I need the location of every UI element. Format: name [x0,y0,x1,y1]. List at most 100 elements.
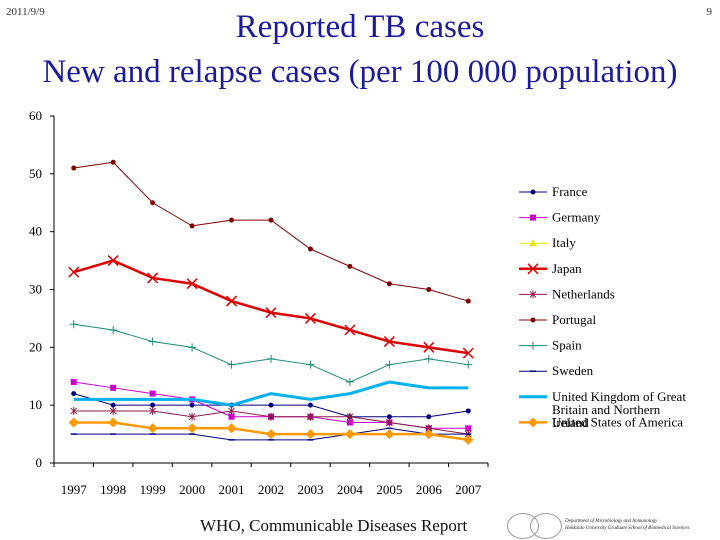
data-point [186,278,198,290]
y-tick-label: 10 [29,397,42,412]
x-tick-label: 1999 [140,482,166,497]
data-point [147,423,158,434]
legend-label: Germany [552,210,601,225]
x-tick-label: 1998 [100,482,126,497]
data-point [229,217,235,223]
data-point [150,200,156,206]
data-point [71,165,77,171]
data-point [386,414,392,420]
data-point [226,295,238,307]
data-point [68,266,80,278]
legend-label: United Kingdom of Great Britain and North… [552,389,686,430]
data-point [268,217,274,223]
data-point [189,223,195,229]
data-point [149,390,156,397]
data-point [386,281,392,287]
data-point [228,413,235,420]
data-point [110,402,116,408]
data-point [423,429,434,440]
series-spain [69,320,473,387]
source-caption: WHO, Communicable Diseases Report [200,516,468,535]
x-tick-label: 2005 [376,482,402,497]
x-tick-label: 2004 [337,482,364,497]
data-point [268,402,274,408]
series-united-states-of-america [68,417,474,445]
data-point [530,317,536,323]
data-point [530,214,536,221]
data-point [384,429,395,440]
legend-label: France [552,184,588,199]
data-point [109,325,118,334]
data-point [227,360,236,369]
data-point [346,419,353,426]
legend-label: Japan [552,261,582,276]
data-point [307,402,313,408]
data-point [150,402,156,408]
data-point [304,312,316,324]
data-point [528,417,538,428]
y-tick-label: 60 [29,108,42,123]
chart-axes: 0 10 20 30 40 50 60 1997 1998 1999 2000 2001 2002 200… [29,108,489,497]
data-point [110,159,116,165]
data-point [463,434,474,445]
data-point [530,189,536,195]
y-tick-label: 40 [29,224,42,239]
data-point [305,429,316,440]
data-point [346,412,354,421]
data-point [189,402,195,408]
slide-page-number: 9 [706,6,713,18]
series-netherlands [70,406,472,439]
x-tick-label: 2006 [416,482,443,497]
data-point [462,347,474,359]
legend-item-italy: Italy [519,235,576,250]
chart-legend: France Germany Italy Japan Netherlands Portug… [519,184,686,430]
legend-label: United States of America [552,414,683,429]
legend-item-united-states-of-america: United States of America [519,414,683,429]
data-point [147,272,159,284]
data-point [345,378,354,387]
legend-item-portugal: Portugal [519,312,596,327]
data-point [108,417,119,428]
series-line [73,259,469,355]
y-tick-label: 20 [29,339,42,354]
legend-item-united-kingdom-of-great-britain-and-northern-ireland: United Kingdom of Great Britain and North… [519,389,686,430]
legend-item-france: France [519,184,588,199]
chart-title-line2: New and relapse cases (per 100 000 popul… [42,54,678,90]
data-point [306,360,315,369]
data-point [70,406,78,415]
data-point [188,343,197,352]
data-point [385,360,394,369]
data-point [267,412,275,421]
legend-label-line: Britain and Northern [552,402,661,417]
legend-label: Portugal [552,312,596,327]
legend-label: Netherlands [552,286,615,301]
data-point [226,423,237,434]
data-point [529,290,537,299]
department-seal-logo [530,513,562,539]
data-point [426,414,432,420]
data-point [465,425,472,432]
legend-label-line: United Kingdom of Great [552,389,686,404]
department-caption: Department of Microbiology and Immunolog… [565,518,715,532]
data-point [149,406,156,415]
x-tick-label: 1997 [61,482,88,497]
data-point [307,412,314,421]
department-caption-line1: Department of Microbiology and Immunolog… [565,519,658,524]
data-point [529,341,537,350]
series-line [73,380,469,407]
data-point [148,337,157,346]
legend-item-germany: Germany [519,210,601,225]
series-line [73,323,469,383]
data-point [465,298,471,304]
data-point [426,287,432,292]
data-point [464,360,473,369]
data-point [347,263,353,269]
legend-item-sweden: Sweden [519,363,594,378]
data-point [423,341,435,353]
legend-label-line: Ireland [552,415,589,430]
legend-item-netherlands: Netherlands [519,286,615,301]
x-tick-label: 2003 [297,482,323,497]
series-line [73,161,469,302]
series-portugal [71,159,471,304]
